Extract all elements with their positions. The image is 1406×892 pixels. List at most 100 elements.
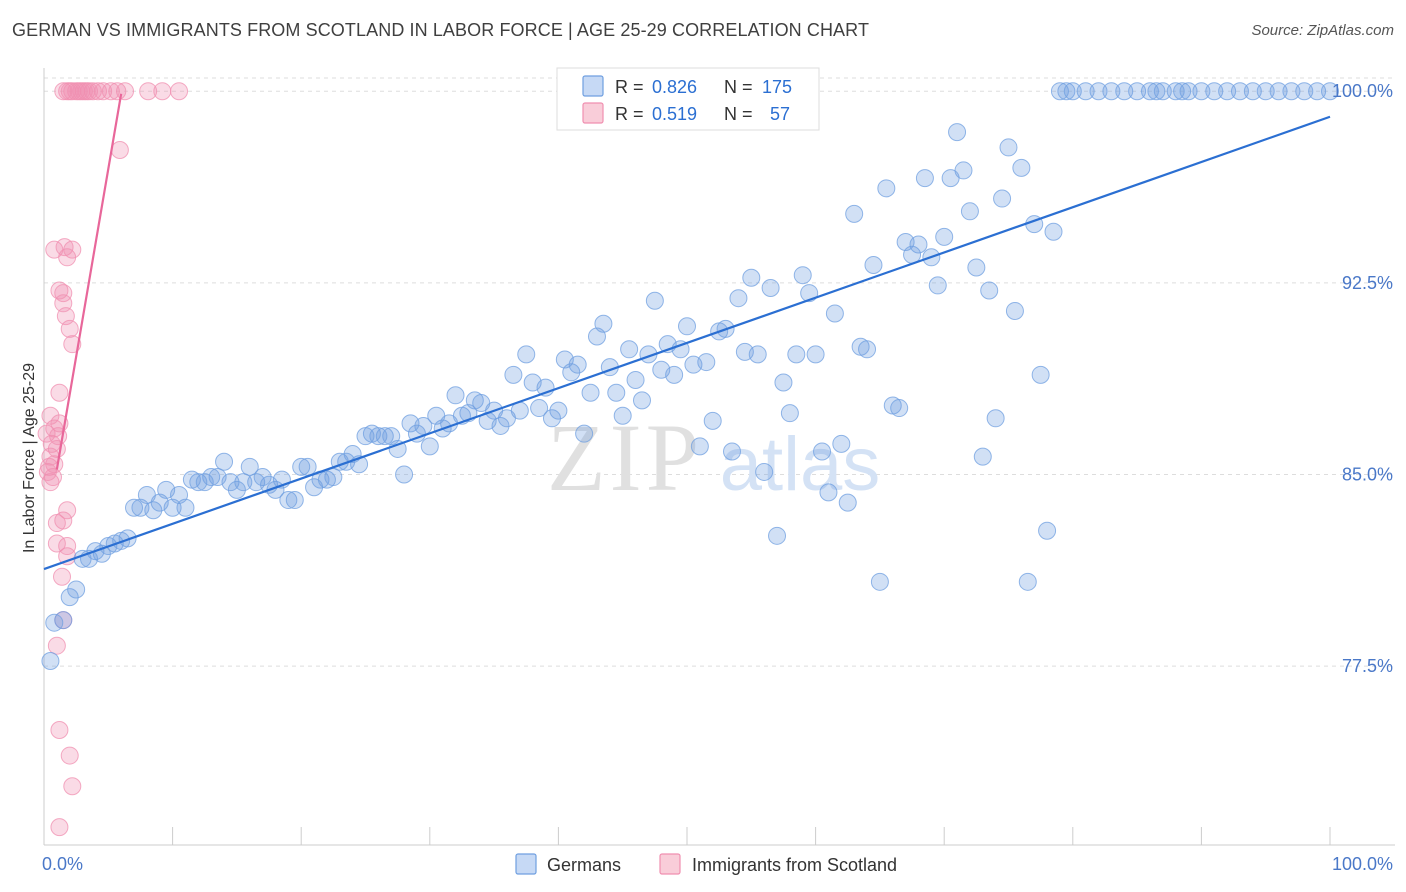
germans-point-138	[928, 276, 947, 295]
scotland-point-2	[60, 746, 79, 765]
germans-point-174	[1256, 82, 1275, 101]
legend-swatch-germans	[582, 75, 604, 97]
chart-title: GERMAN VS IMMIGRANTS FROM SCOTLAND IN LA…	[12, 20, 870, 40]
germans-point-151	[1012, 158, 1031, 177]
legend-r-label-germans: R =	[615, 77, 644, 97]
legend-n-label-germans: N =	[724, 77, 753, 97]
germans-point-76	[530, 399, 549, 418]
scotland-point-23	[50, 383, 69, 402]
scotland-point-48	[101, 82, 120, 101]
scotland-point-11	[47, 514, 66, 533]
germans-point-44	[324, 468, 343, 487]
scotland-point-47	[94, 82, 113, 101]
germans-point-97	[665, 365, 684, 384]
series-germans-points	[41, 82, 1339, 671]
germans-point-135	[909, 235, 928, 254]
legend-n-value-germans: 175	[762, 77, 792, 97]
legend-swatch-scotland	[582, 102, 604, 124]
scotland-point-35	[54, 82, 73, 101]
germans-point-127	[858, 340, 877, 359]
germans-point-102	[697, 353, 716, 372]
germans-point-167	[1166, 82, 1185, 101]
germans-point-88	[607, 383, 626, 402]
germans-point-181	[1173, 82, 1192, 101]
germans-point-109	[742, 268, 761, 287]
germans-point-116	[787, 345, 806, 364]
germans-point-168	[1179, 82, 1198, 101]
scotland-point-3	[50, 721, 69, 740]
germans-point-83	[575, 424, 594, 443]
germans-point-128	[864, 255, 883, 274]
germans-point-111	[755, 462, 774, 481]
germans-point-129	[870, 572, 889, 591]
scotland-point-46	[89, 82, 108, 101]
germans-point-4	[67, 580, 86, 599]
germans-point-125	[845, 204, 864, 223]
germans-point-113	[768, 526, 787, 545]
scotland-point-50	[116, 82, 135, 101]
germans-point-3	[60, 588, 79, 607]
germans-point-114	[774, 373, 793, 392]
germans-point-179	[1321, 82, 1339, 101]
scotland-point-45	[83, 82, 102, 101]
y-tick-labels: 100.0% 92.5% 85.0% 77.5%	[1332, 81, 1393, 676]
scotland-point-22	[41, 406, 60, 425]
germans-point-91	[626, 370, 645, 389]
scotland-point-54	[37, 424, 56, 443]
germans-point-112	[761, 278, 780, 297]
scotland-point-34	[110, 140, 129, 159]
germans-point-165	[1140, 82, 1159, 101]
germans-point-115	[780, 404, 799, 423]
germans-point-31	[240, 457, 259, 476]
bottom-legend-swatch-scotland	[659, 853, 681, 875]
germans-point-21	[176, 498, 195, 517]
germans-point-0	[41, 652, 60, 671]
germans-point-154	[1031, 365, 1050, 384]
germans-point-117	[793, 266, 812, 285]
scotland-point-29	[54, 284, 73, 303]
scotland-point-53	[170, 82, 189, 101]
germans-point-150	[1005, 301, 1024, 320]
bottom-legend-label-scotland: Immigrants from Scotland	[692, 855, 897, 875]
germans-point-38	[285, 491, 304, 510]
germans-point-99	[678, 317, 696, 336]
scotland-point-1	[63, 777, 82, 796]
germans-point-160	[1076, 82, 1095, 101]
germans-point-142	[954, 161, 973, 180]
scotland-point-13	[41, 473, 60, 492]
x-tick-labels: 0.0% 100.0%	[42, 854, 1393, 874]
germans-point-89	[613, 406, 632, 425]
germans-point-70	[491, 416, 510, 435]
germans-point-16	[144, 501, 163, 520]
germans-point-27	[215, 452, 234, 471]
germans-point-51	[369, 427, 388, 446]
germans-point-39	[292, 457, 311, 476]
x-tick-label-right: 100.0%	[1332, 854, 1393, 874]
germans-point-171	[1218, 82, 1237, 101]
germans-point-130	[877, 179, 896, 198]
germans-point-106	[723, 442, 742, 461]
germans-point-132	[890, 399, 909, 418]
bottom-legend-label-germans: Germans	[547, 855, 621, 875]
germans-point-120	[813, 442, 832, 461]
germans-point-180	[1147, 82, 1166, 101]
legend-r-value-scotland: 0.519	[652, 104, 697, 124]
y-tick-label-1: 92.5%	[1342, 273, 1393, 293]
germans-point-54	[388, 439, 407, 458]
y-tick-label-3: 77.5%	[1342, 656, 1393, 676]
scotland-point-33	[45, 240, 64, 259]
scotland-point-4	[47, 636, 66, 655]
scotland-point-12	[58, 501, 77, 520]
germans-point-123	[832, 434, 851, 453]
germans-point-163	[1115, 82, 1134, 101]
germans-point-58	[414, 416, 433, 435]
germans-point-29	[227, 480, 246, 499]
germans-point-164	[1128, 82, 1147, 101]
germans-point-149	[999, 138, 1018, 157]
scotland-point-44	[80, 82, 99, 101]
correlation-legend: R = 0.826 N = 175 R = 0.519 N = 57	[556, 67, 820, 131]
germans-point-146	[980, 281, 999, 300]
watermark-atlas: atlas	[720, 422, 881, 507]
germans-point-74	[517, 345, 536, 364]
